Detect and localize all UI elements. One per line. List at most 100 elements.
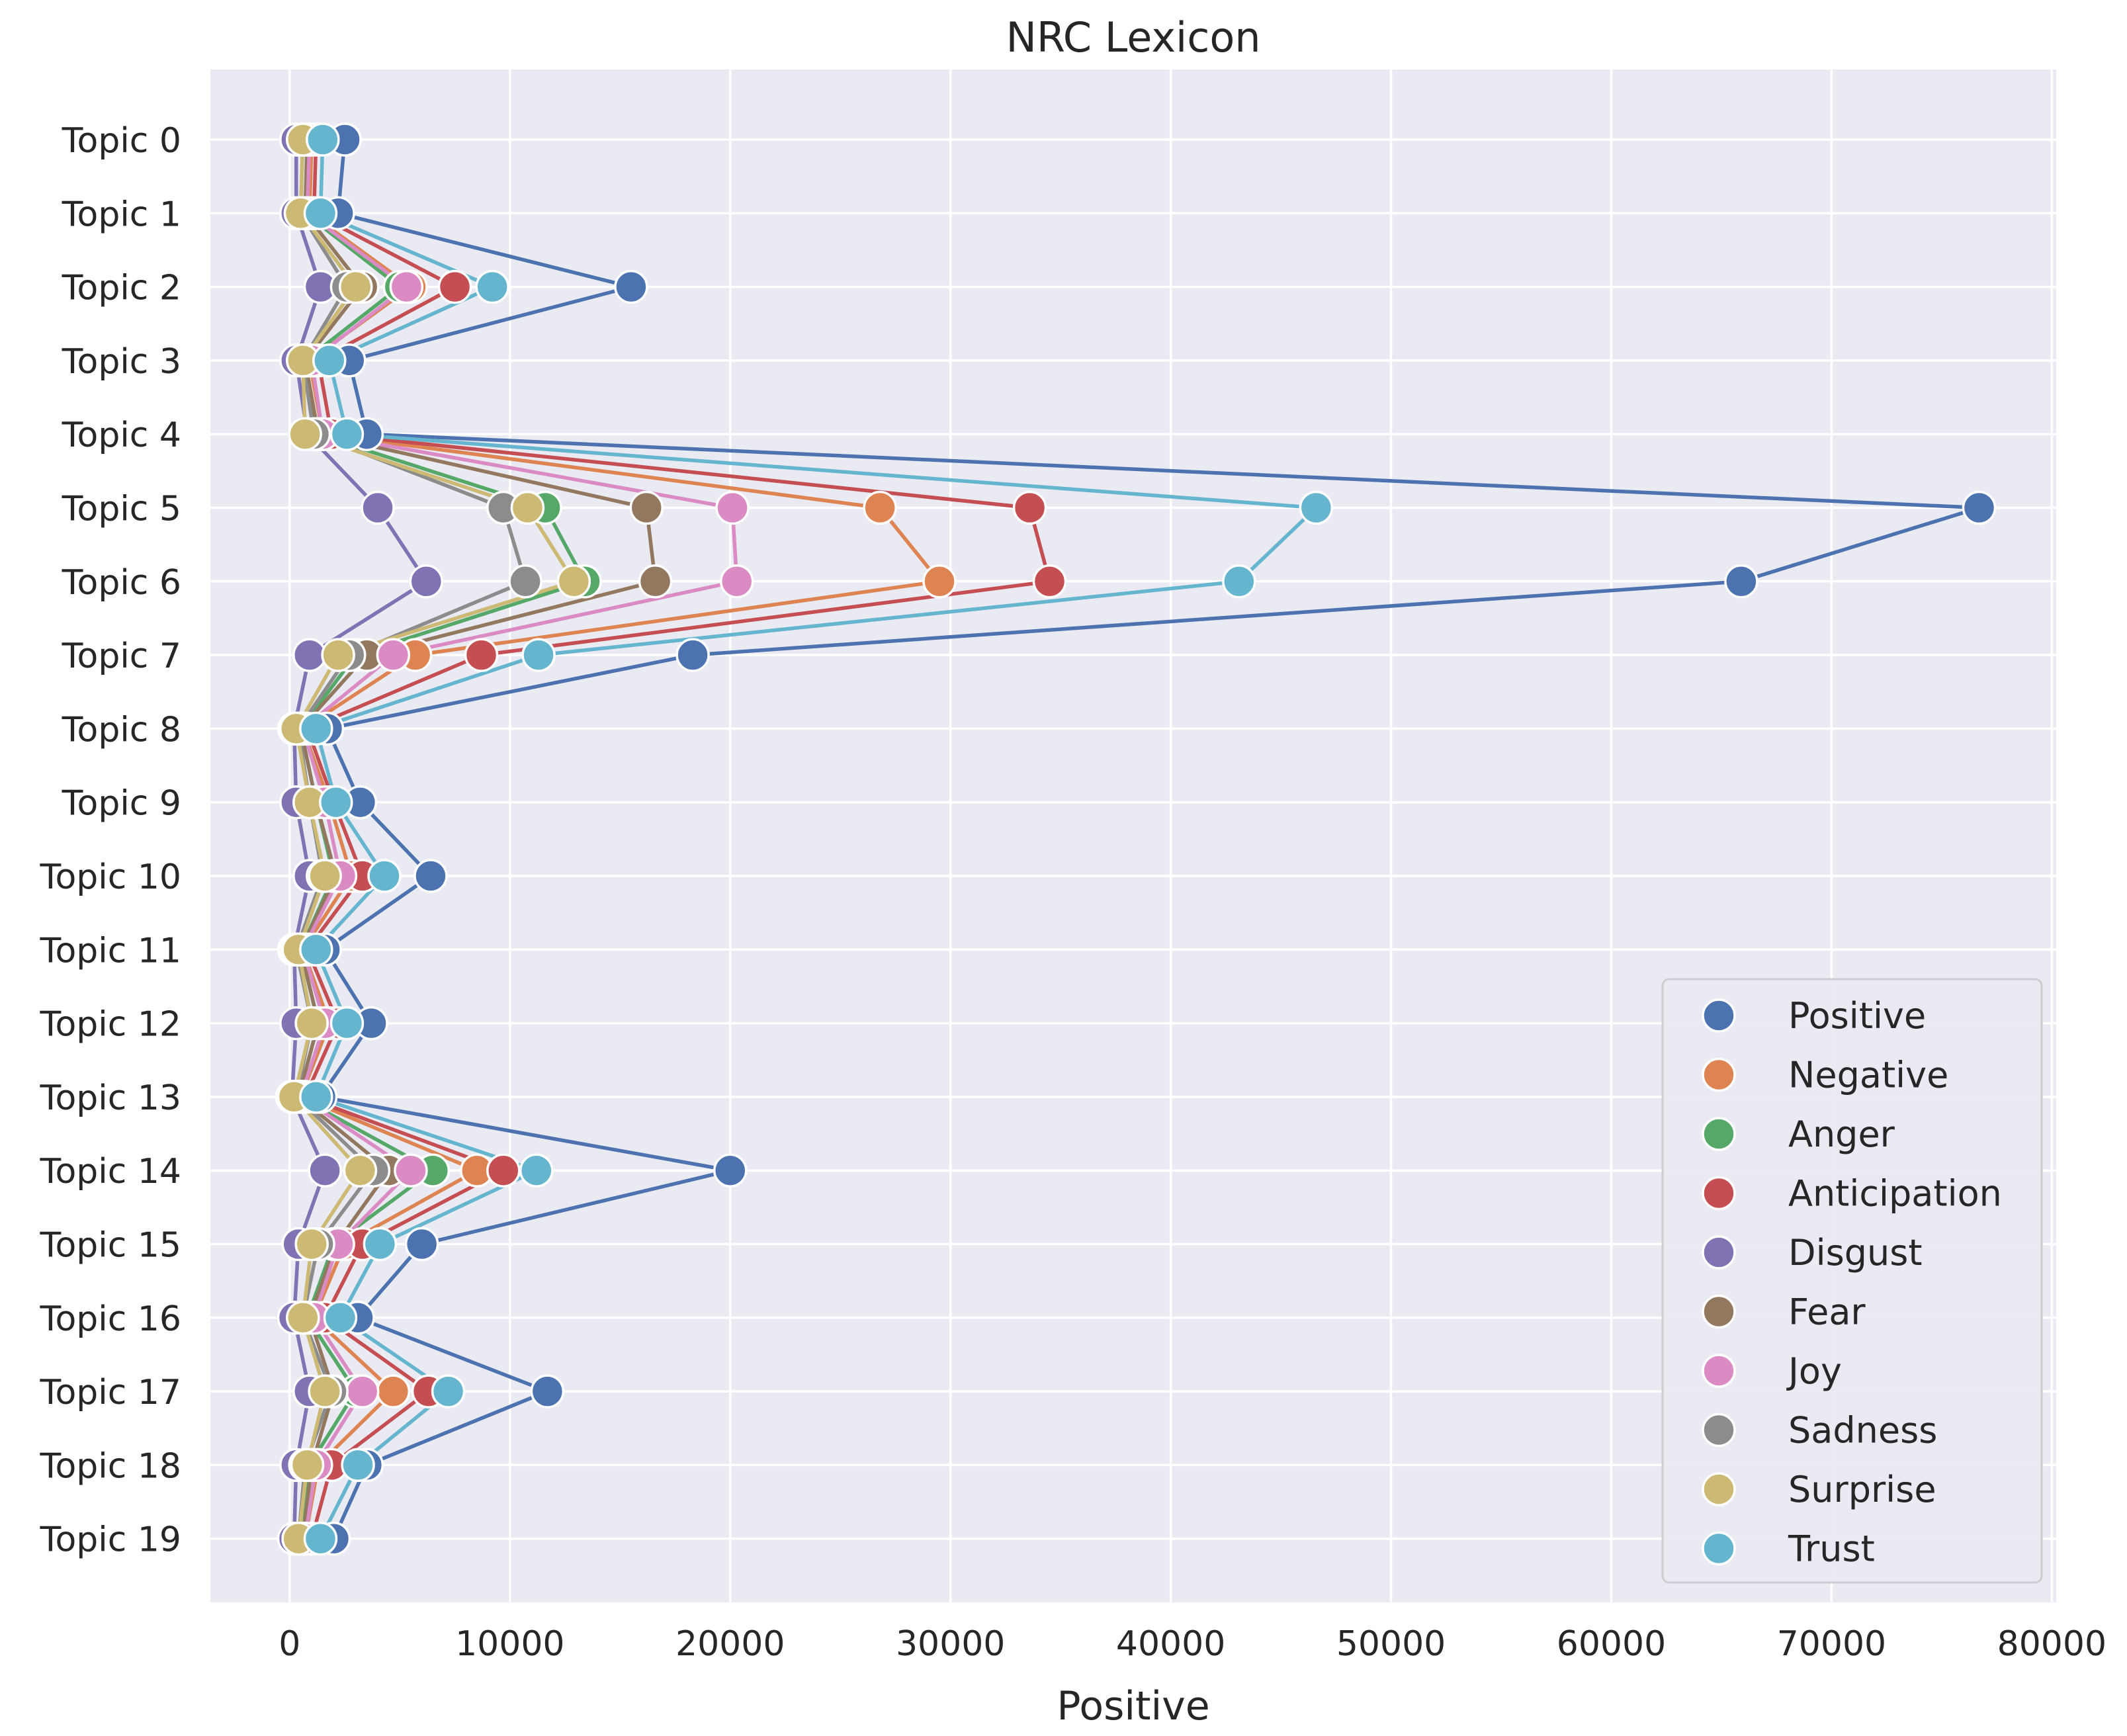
data-point [863,490,897,525]
data-point [338,269,373,304]
x-tick-label: 0 [279,1624,300,1664]
legend-marker [1702,1294,1736,1329]
legend-marker [1702,1531,1736,1566]
x-axis-title: Positive [1057,1683,1209,1729]
y-tick-label: Topic 14 [40,1152,181,1192]
data-point [376,638,411,672]
legend-marker [1702,1117,1736,1151]
data-point [530,1374,565,1409]
data-point [437,269,472,304]
data-point [306,122,340,157]
data-point [363,1227,398,1262]
legend-label: Joy [1786,1350,1842,1392]
data-point [713,1153,748,1188]
y-tick-label: Topic 8 [62,710,181,750]
data-point [343,1153,378,1188]
x-tick-label: 20000 [675,1624,785,1664]
data-point [361,490,395,525]
data-point [1222,564,1256,599]
y-tick-label: Topic 13 [40,1078,181,1118]
legend-marker [1702,1472,1736,1506]
data-point [409,564,444,599]
data-point [294,1227,329,1262]
data-point [319,785,353,820]
data-point [1012,490,1047,525]
data-point [367,859,402,893]
data-point [475,269,509,304]
x-tick-label: 40000 [1116,1624,1225,1664]
data-point [345,1374,380,1409]
y-tick-label: Topic 7 [62,636,181,676]
y-tick-label: Topic 15 [40,1226,181,1266]
legend-marker [1702,1057,1736,1092]
data-point [308,1153,342,1188]
data-point [1724,564,1758,599]
data-point [329,417,365,451]
data-point [308,1374,342,1409]
x-tick-label: 10000 [455,1624,564,1664]
data-point [1032,564,1067,599]
x-tick-label: 30000 [896,1624,1005,1664]
data-point [638,564,673,599]
data-point [308,859,342,893]
data-point [614,269,648,304]
data-point [299,711,333,746]
y-tick-label: Topic 3 [62,342,181,382]
data-point [286,1301,320,1335]
data-point [394,1153,428,1188]
data-point [508,564,543,599]
data-point [321,638,355,672]
legend-label: Positive [1788,995,1926,1037]
legend-box [1661,978,2043,1584]
data-point [675,638,710,672]
data-point [404,1227,439,1262]
data-point [290,1448,325,1483]
y-tick-label: Topic 12 [40,1005,181,1045]
y-tick-label: Topic 18 [40,1446,181,1486]
legend-label: Fear [1788,1291,1866,1333]
data-point [329,1006,365,1041]
y-tick-label: Topic 4 [62,415,181,455]
chart-title: NRC Lexicon [1006,13,1260,62]
legend-label: Anticipation [1788,1173,2002,1215]
data-point [303,1521,338,1556]
data-point [1962,490,1997,525]
x-tick-label: 60000 [1557,1624,1666,1664]
data-point [389,269,424,304]
legend: Positive Negative Anger Anticipation Disgust… [1661,978,2043,1584]
y-tick-label: Topic 1 [62,195,181,234]
data-point [719,564,754,599]
data-point [288,417,322,451]
x-tick-label: 80000 [1997,1624,2106,1664]
data-point [922,564,957,599]
data-point [464,638,499,672]
legend-marker [1702,1412,1736,1448]
data-point [1299,490,1334,525]
data-point [556,564,591,599]
legend-marker [1702,1354,1736,1388]
data-point [519,1153,554,1188]
y-tick-label: Topic 19 [40,1520,181,1560]
data-point [431,1374,466,1409]
y-tick-label: Topic 2 [62,269,181,308]
data-point [323,1301,358,1335]
x-tick-label: 50000 [1336,1624,1446,1664]
y-tick-label: Topic 0 [62,121,181,161]
legend-label: Negative [1788,1055,1948,1096]
y-tick-label: Topic 16 [40,1299,181,1339]
data-point [294,1006,329,1041]
data-point [486,1153,521,1188]
data-point [413,859,448,893]
axes: 0 10000 20000 30000 40000 50000 60000 70000 8000… [40,121,2107,1664]
legend-label: Disgust [1788,1232,1923,1274]
series-layer [275,122,1997,1556]
data-point [299,932,333,967]
data-point [376,1374,411,1409]
data-point [341,1448,375,1483]
data-point [521,638,556,672]
data-point [629,490,664,525]
legend-label: Sadness [1788,1410,1937,1452]
y-tick-label: Topic 17 [40,1373,181,1412]
